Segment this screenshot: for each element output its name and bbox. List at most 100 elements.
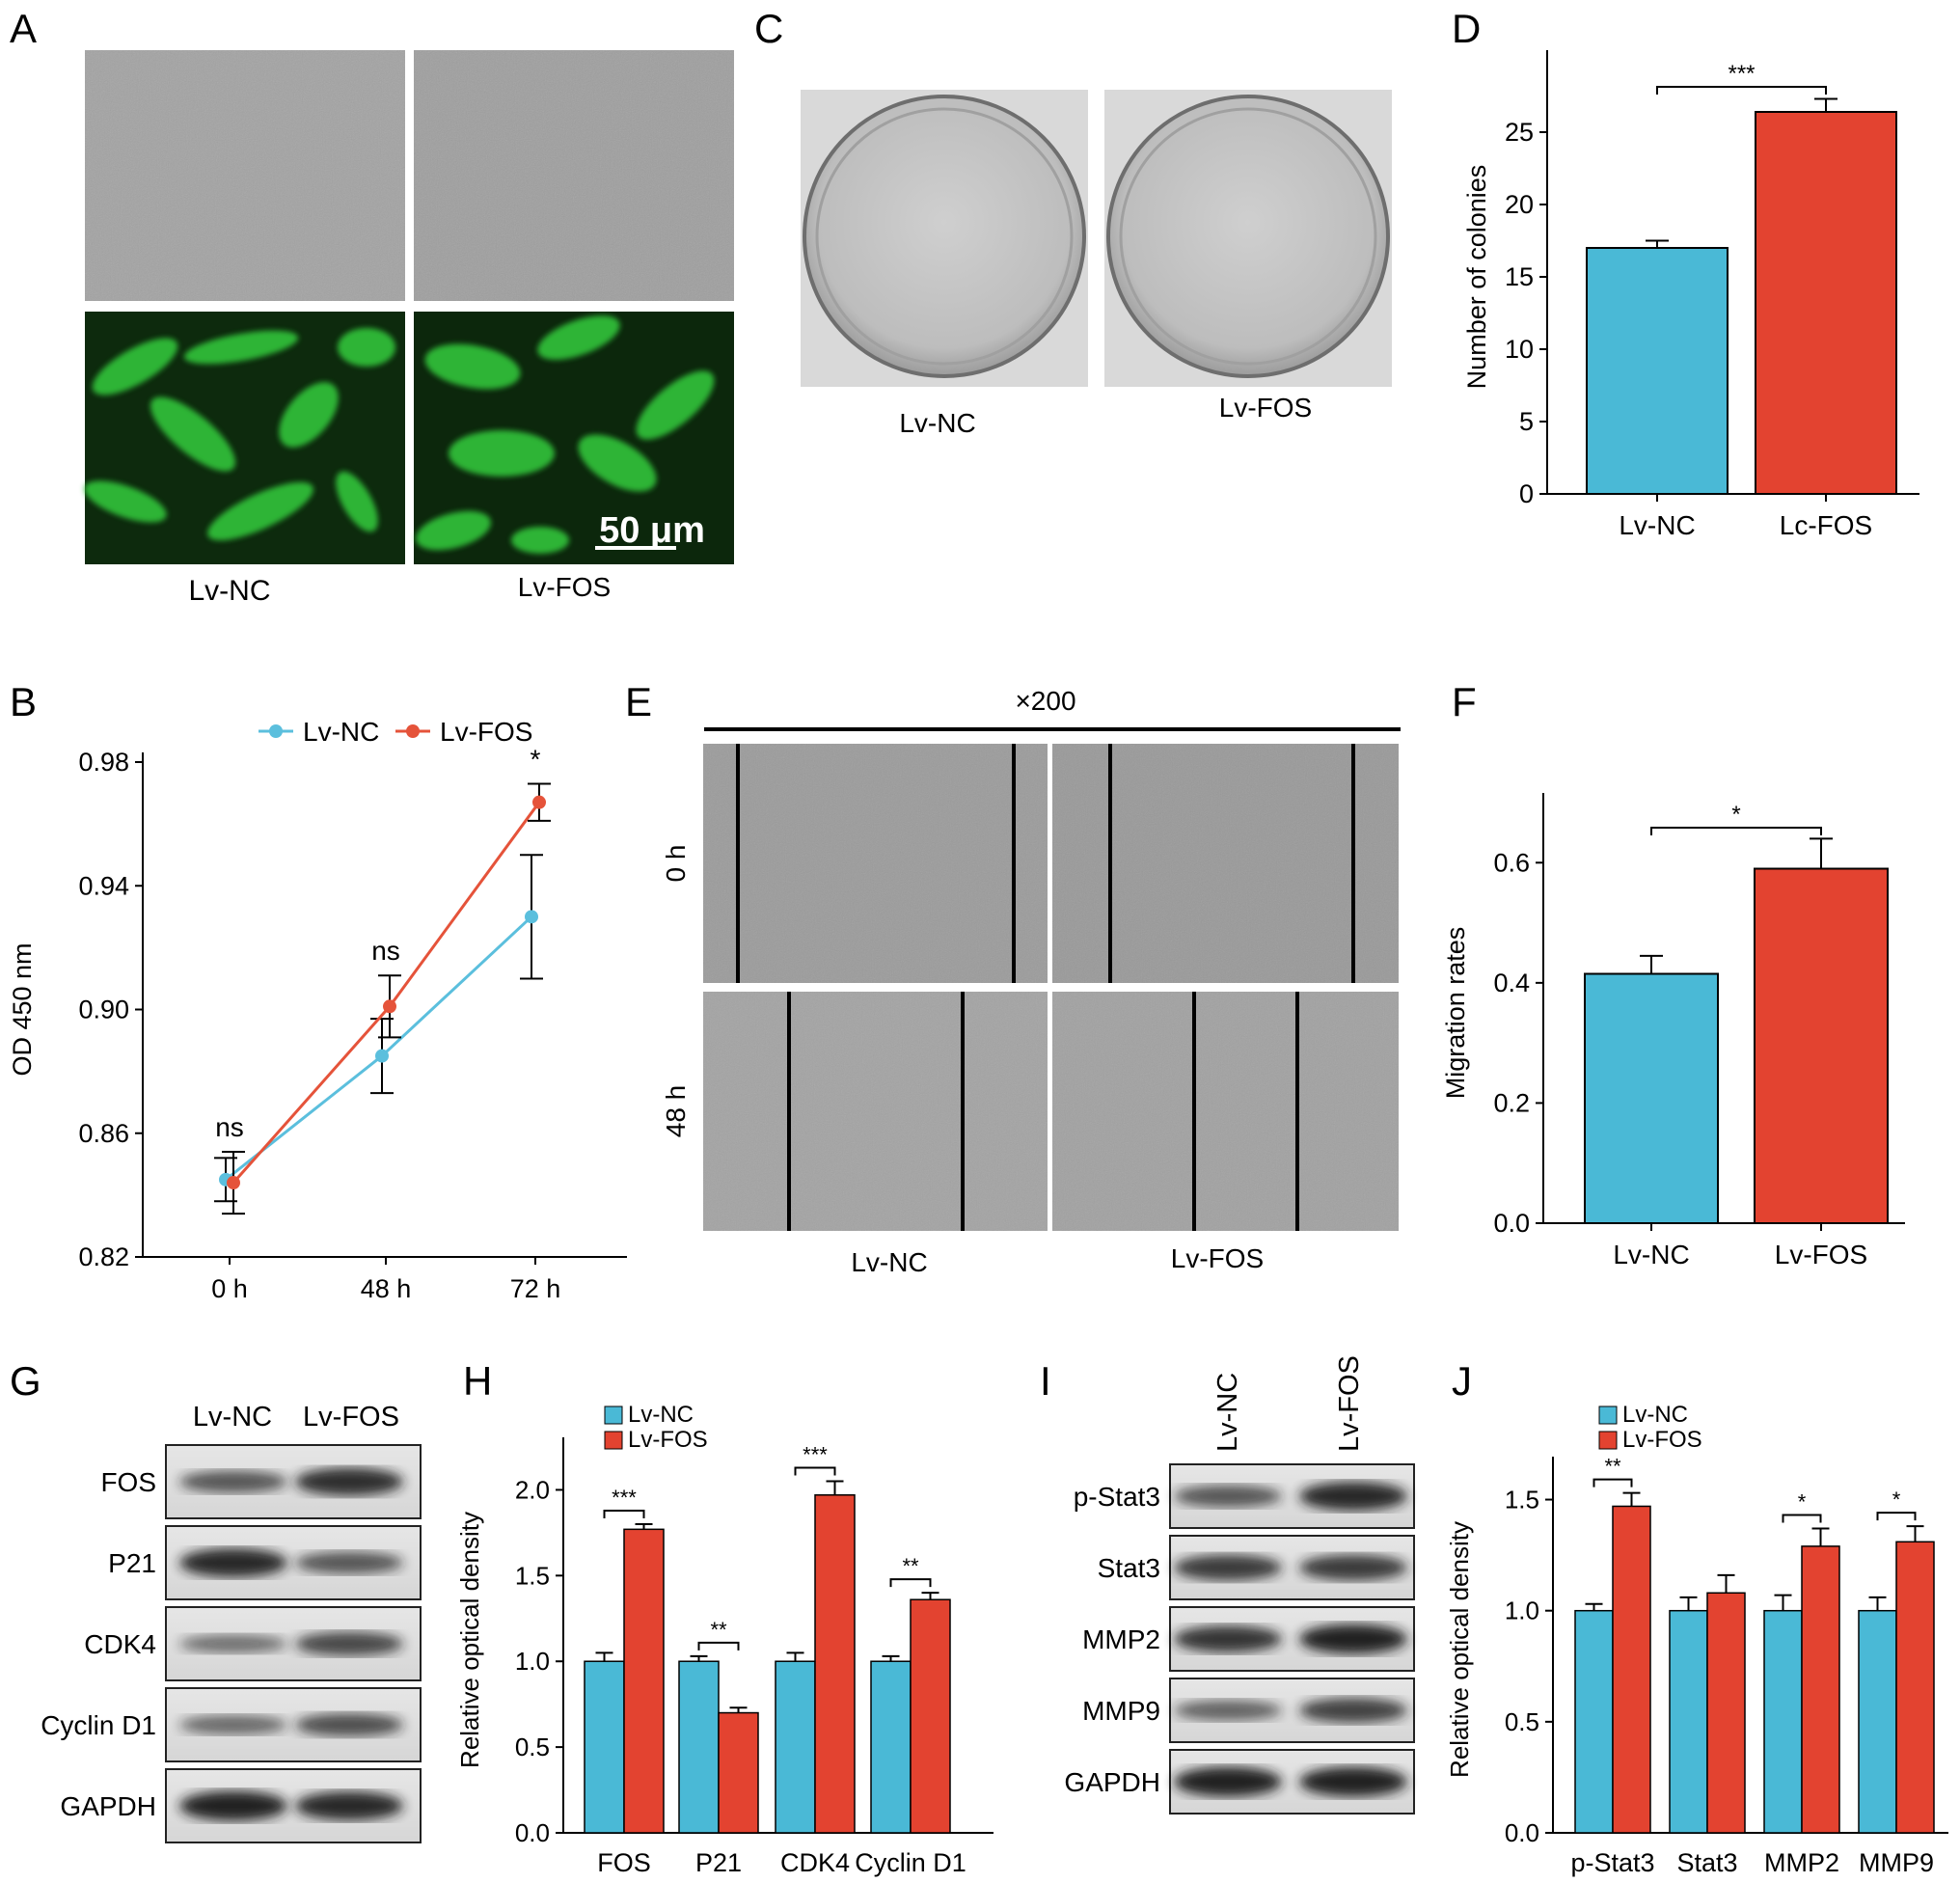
bar	[1754, 867, 1889, 1224]
blot-band	[295, 1467, 403, 1496]
blot-label: Stat3	[1098, 1553, 1160, 1583]
significance-label: ***	[803, 1443, 828, 1467]
legend-label: Lv-NC	[1622, 1402, 1688, 1428]
legend-label: Lv-FOS	[628, 1427, 708, 1453]
blot-label: P21	[108, 1548, 156, 1578]
blot-label: MMP9	[1082, 1696, 1160, 1726]
bar	[814, 1494, 856, 1834]
y-tick-label: 0.82	[78, 1242, 129, 1271]
annotation-label: ns	[215, 1112, 244, 1142]
legend-label: Lv-NC	[303, 717, 379, 747]
bar	[1801, 1545, 1840, 1834]
x-tick-label: Stat3	[1676, 1848, 1737, 1877]
annotation-label: *	[531, 744, 541, 774]
data-point	[525, 910, 538, 924]
legend-swatch	[604, 1431, 623, 1450]
chart-f: 0.0 0.2 0.4 0.6 Migration rates Lv-NC Lv-FOS *	[1441, 793, 1905, 1269]
panel-letters: A B C D E F G H I J	[10, 6, 1481, 1404]
x-tick-label: 72 h	[510, 1274, 561, 1303]
blot-band	[295, 1551, 403, 1574]
blot-label: p-Stat3	[1074, 1482, 1160, 1512]
y-axis-label: OD 450 nm	[8, 942, 37, 1076]
y-axis-label: Migration rates	[1441, 927, 1470, 1100]
panel-letter-f: F	[1452, 679, 1477, 724]
panel-a-label-nc: Lv-NC	[188, 575, 270, 607]
data-point	[375, 1049, 389, 1063]
y-tick-label: 15	[1505, 262, 1534, 291]
significance-label: **	[1604, 1455, 1621, 1479]
significance-bracket	[603, 1510, 645, 1518]
significance-bracket	[697, 1641, 740, 1651]
significance-label: *	[1892, 1487, 1901, 1512]
y-tick-label: 1.0	[515, 1647, 550, 1676]
panel-a: 50 μm Lv-NC Lv-FOS	[84, 50, 734, 607]
y-axis-label: Relative optical density	[1445, 1521, 1474, 1778]
panel-letter-b: B	[10, 679, 37, 724]
blot-band	[295, 1713, 403, 1736]
y-tick-label: 0.2	[1493, 1088, 1530, 1117]
y-tick-label: 0.0	[1505, 1818, 1539, 1847]
y-tick-label: 0.6	[1493, 848, 1530, 877]
y-tick-label: 0.5	[515, 1733, 550, 1761]
blot-label: MMP2	[1082, 1624, 1160, 1654]
panel-g: Lv-NC Lv-FOS FOS P21 CDK4 Cyclin D1 GAPDH	[41, 1402, 422, 1843]
y-axis-label: Number of colonies	[1462, 165, 1491, 390]
data-point	[532, 795, 546, 809]
y-tick-label: 0	[1519, 479, 1534, 508]
x-tick-label: P21	[695, 1848, 742, 1877]
panel-letter-i: I	[1040, 1358, 1051, 1404]
blot-band	[1174, 1766, 1282, 1797]
blot-band	[1174, 1554, 1282, 1581]
blot-label: FOS	[100, 1467, 156, 1497]
data-point	[227, 1176, 240, 1190]
y-tick-label: 5	[1519, 407, 1534, 436]
blot-band	[295, 1791, 403, 1820]
panel-c: Lv-NC Lv-FOS	[801, 90, 1392, 438]
annotation-label: ns	[371, 936, 400, 966]
x-tick-label: Lv-FOS	[1775, 1240, 1867, 1269]
blot-band	[179, 1715, 287, 1734]
panel-letter-a: A	[10, 6, 37, 51]
scale-bar-label: 50 μm	[599, 510, 705, 551]
blot-g-lane-fos: Lv-FOS	[303, 1402, 399, 1433]
blot-band	[1299, 1554, 1407, 1581]
significance-label: ***	[1728, 61, 1755, 87]
blot-band	[1174, 1485, 1282, 1508]
panel-e: ×200 0 h 48 h Lv-NC Lv-FOS	[661, 686, 1401, 1277]
panel-c-label-fos: Lv-FOS	[1219, 393, 1312, 423]
bar	[1755, 111, 1897, 495]
bar	[1586, 247, 1729, 495]
y-tick-label: 10	[1505, 335, 1534, 364]
row-label-48h: 48 h	[661, 1085, 691, 1138]
blot-band	[179, 1548, 287, 1577]
bar	[1895, 1541, 1935, 1834]
blot-label: GAPDH	[60, 1791, 156, 1821]
blot-band	[1299, 1766, 1407, 1797]
series-line-fos	[231, 801, 541, 1185]
y-tick-label: 2.0	[515, 1475, 550, 1504]
panel-letter-g: G	[10, 1358, 41, 1404]
significance-label: *	[1731, 802, 1740, 828]
y-tick-label: 1.5	[515, 1561, 550, 1590]
chart-b: 0.82 0.86 0.90 0.94 0.98 OD 450 nm 0 h 48 h 72 h…	[8, 717, 627, 1303]
y-tick-label: 1.0	[1505, 1596, 1539, 1625]
green-cells	[84, 315, 715, 554]
y-tick-label: 0.0	[515, 1818, 550, 1847]
blot-band	[1299, 1482, 1407, 1511]
y-tick-label: 1.5	[1505, 1486, 1539, 1515]
bar	[1574, 1609, 1614, 1834]
blot-band	[179, 1790, 287, 1821]
x-tick-label: Lv-NC	[1613, 1240, 1689, 1269]
bar	[1763, 1609, 1803, 1834]
blot-label: Cyclin D1	[41, 1710, 156, 1740]
x-tick-label: MMP2	[1764, 1848, 1839, 1877]
scale-bar	[595, 546, 676, 550]
panel-i: Lv-NC Lv-FOS p-Stat3 Stat3 MMP2 MMP9 GAPDH	[1064, 1355, 1415, 1815]
x-tick-label: 48 h	[361, 1274, 412, 1303]
bar	[910, 1598, 951, 1834]
blot-band	[179, 1470, 287, 1493]
legend-label: Lv-FOS	[440, 717, 532, 747]
blot-band	[1174, 1625, 1282, 1652]
blot-label: CDK4	[84, 1629, 156, 1659]
y-tick-label: 0.94	[78, 871, 129, 900]
